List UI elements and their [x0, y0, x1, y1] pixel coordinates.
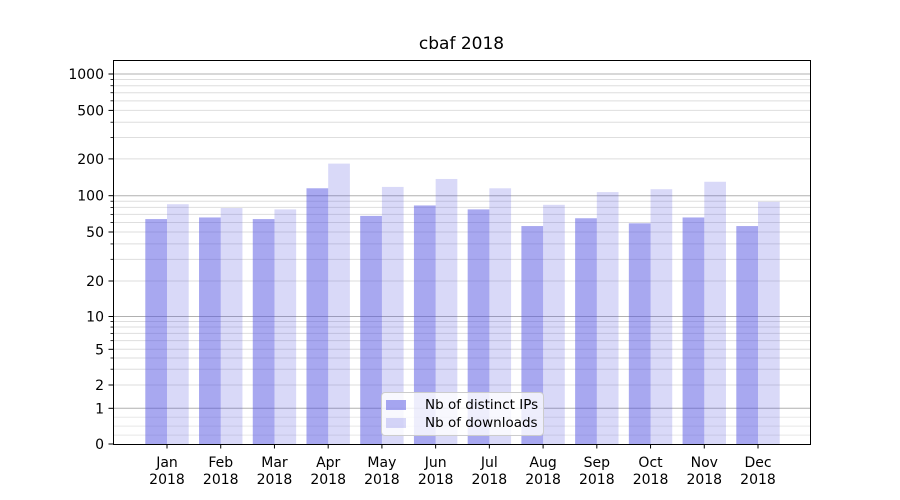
x-tick-label: Dec [744, 455, 771, 471]
bar-distinct-ips-mar [252, 219, 275, 444]
x-tick-label-year: 2018 [257, 472, 293, 488]
legend-label-downloads: Nb of downloads [425, 415, 538, 431]
y-tick-label: 0 [95, 437, 104, 453]
legend: Nb of distinct IPs Nb of downloads [381, 392, 544, 436]
bar-downloads-jul [489, 188, 512, 444]
x-tick-label-year: 2018 [310, 472, 346, 488]
bar-distinct-ips-nov [682, 217, 705, 444]
y-tick-label: 20 [86, 274, 104, 290]
legend-label-distinct-ips: Nb of distinct IPs [425, 397, 539, 413]
legend-swatch-downloads [386, 418, 406, 428]
bar-distinct-ips-feb [199, 217, 221, 444]
bar-distinct-ips-sep [575, 218, 597, 444]
x-tick-label-year: 2018 [525, 472, 561, 488]
x-tick-label-year: 2018 [364, 472, 400, 488]
y-tick-label: 200 [77, 152, 104, 168]
bar-distinct-ips-jun [413, 205, 436, 444]
bar-downloads-feb [220, 208, 243, 444]
y-tick-label: 1000 [68, 67, 104, 83]
bar-downloads-nov [704, 181, 726, 445]
y-tick-label: 500 [77, 103, 104, 119]
y-tick-label: 100 [77, 189, 104, 205]
bar-distinct-ips-dec [736, 226, 758, 444]
x-tick-label-year: 2018 [203, 472, 239, 488]
y-tick-label: 5 [95, 342, 104, 358]
x-tick-label: May [367, 455, 396, 471]
bar-downloads-aug [543, 204, 565, 444]
legend-swatch-distinct-ips [386, 400, 406, 410]
x-tick-label: Sep [584, 455, 611, 471]
x-tick-label: Feb [208, 455, 233, 471]
bar-distinct-ips-aug [521, 226, 544, 444]
plot-frame [113, 60, 811, 445]
x-tick-label: Aug [529, 455, 556, 471]
legend-row-downloads: Nb of downloads [386, 415, 543, 431]
legend-row-distinct-ips: Nb of distinct IPs [386, 397, 543, 413]
y-tick-label: 1 [95, 401, 104, 417]
x-tick-label-year: 2018 [579, 472, 615, 488]
bar-distinct-ips-jan [145, 219, 167, 444]
x-tick-label-year: 2018 [149, 472, 185, 488]
bar-downloads-jun [435, 178, 458, 444]
x-tick-label-year: 2018 [633, 472, 669, 488]
bar-distinct-ips-may [360, 215, 382, 444]
x-tick-label: Apr [316, 455, 340, 471]
bar-downloads-apr [328, 163, 350, 444]
x-tick-label: Oct [638, 455, 663, 471]
x-tick-label-year: 2018 [418, 472, 454, 488]
y-tick-label: 50 [86, 225, 104, 241]
bar-downloads-jan [167, 204, 189, 444]
bar-downloads-sep [596, 192, 619, 444]
x-tick-label-year: 2018 [740, 472, 776, 488]
bar-downloads-may [381, 186, 404, 444]
x-tick-label: Mar [261, 455, 288, 471]
x-tick-label: Jun [424, 455, 447, 471]
x-tick-label: Nov [691, 455, 718, 471]
bar-downloads-dec [758, 201, 780, 444]
bar-downloads-mar [274, 209, 297, 444]
bar-distinct-ips-jul [467, 209, 490, 444]
y-tick-label: 10 [86, 310, 104, 326]
chart-title: cbaf 2018 [418, 34, 505, 54]
bar-distinct-ips-oct [628, 223, 651, 444]
y-tick-label: 2 [95, 378, 104, 394]
x-tick-label-year: 2018 [472, 472, 508, 488]
x-tick-label-year: 2018 [686, 472, 722, 488]
bar-distinct-ips-apr [306, 188, 329, 444]
x-tick-label: Jul [480, 455, 498, 471]
x-tick-label: Jan [155, 455, 178, 471]
bar-downloads-oct [650, 189, 673, 444]
